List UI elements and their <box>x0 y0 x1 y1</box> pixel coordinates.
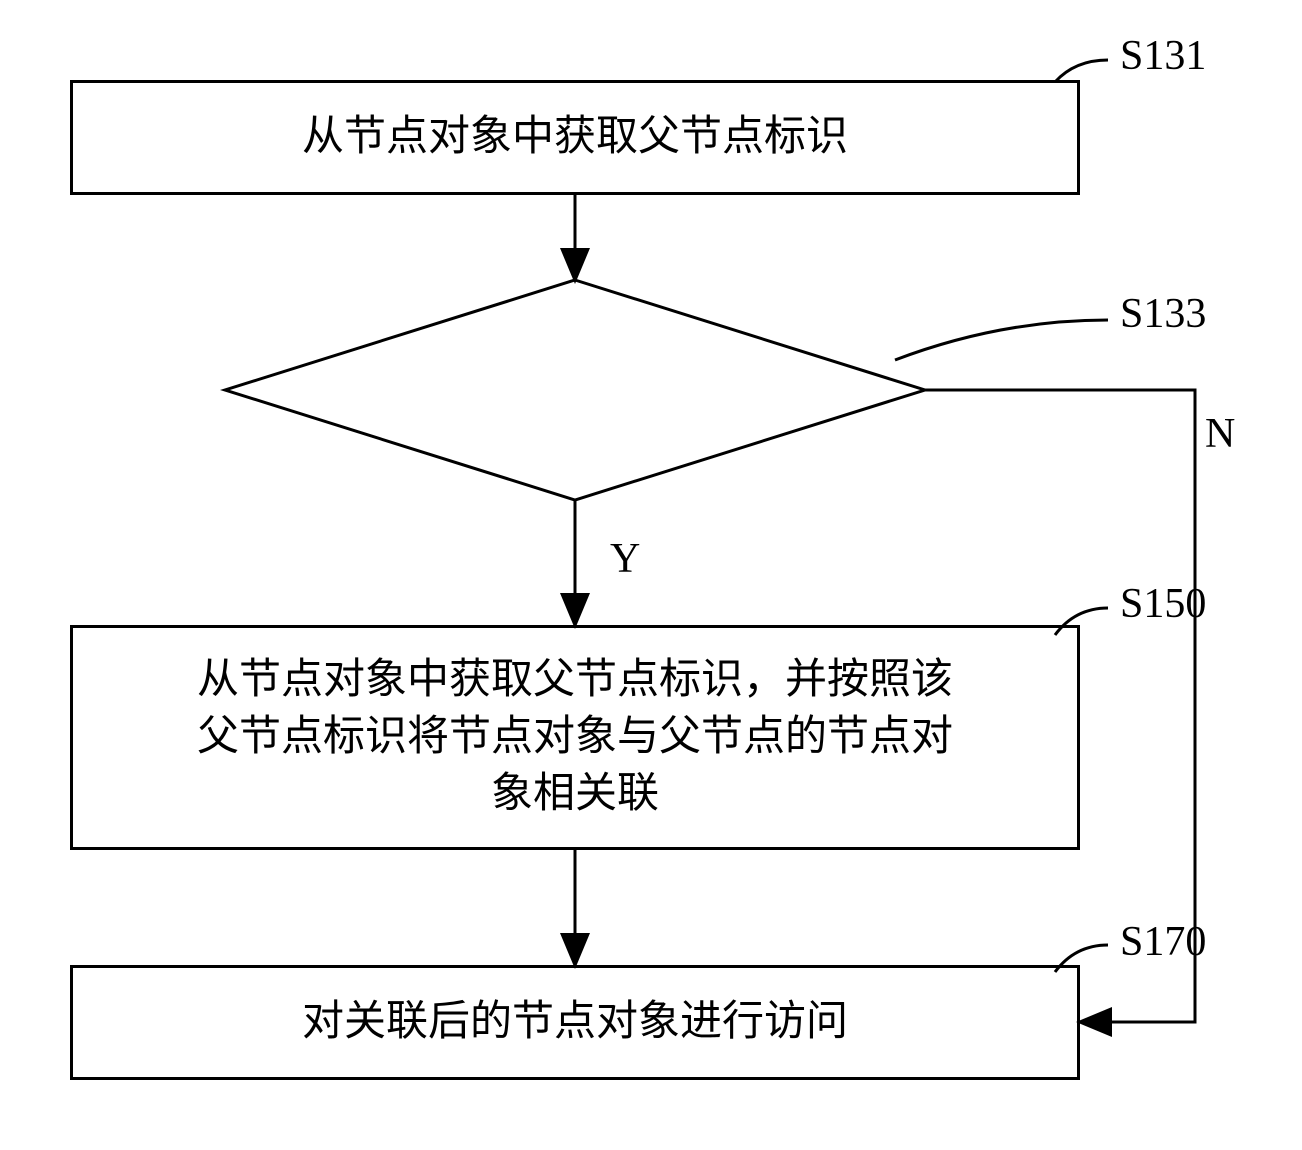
leader-s131 <box>1055 60 1108 82</box>
node-s150-line3: 象相关联 <box>197 766 953 823</box>
label-s170: S170 <box>1120 918 1206 966</box>
node-s133-text-wrap: 判断节点对象 的父节点标识是否存在 <box>225 330 925 443</box>
edge-label-n: N <box>1205 410 1235 458</box>
label-s133: S133 <box>1120 290 1206 338</box>
node-s133-line1: 判断节点对象 <box>225 330 925 387</box>
node-s150-text-wrap: 从节点对象中获取父节点标识，并按照该 父节点标识将节点对象与父节点的节点对 象相… <box>197 652 953 822</box>
node-s131: 从节点对象中获取父节点标识 <box>70 80 1080 195</box>
label-s150: S150 <box>1120 580 1206 628</box>
node-s170: 对关联后的节点对象进行访问 <box>70 965 1080 1080</box>
node-s170-text: 对关联后的节点对象进行访问 <box>302 994 848 1051</box>
edge-label-y: Y <box>610 535 640 583</box>
node-s150-line2: 父节点标识将节点对象与父节点的节点对 <box>197 709 953 766</box>
leader-s133 <box>895 320 1108 360</box>
node-s133-line2: 的父节点标识是否存在 <box>225 387 925 444</box>
label-s131: S131 <box>1120 32 1206 80</box>
node-s131-text: 从节点对象中获取父节点标识 <box>302 109 848 166</box>
node-s150: 从节点对象中获取父节点标识，并按照该 父节点标识将节点对象与父节点的节点对 象相… <box>70 625 1080 850</box>
node-s150-line1: 从节点对象中获取父节点标识，并按照该 <box>197 652 953 709</box>
